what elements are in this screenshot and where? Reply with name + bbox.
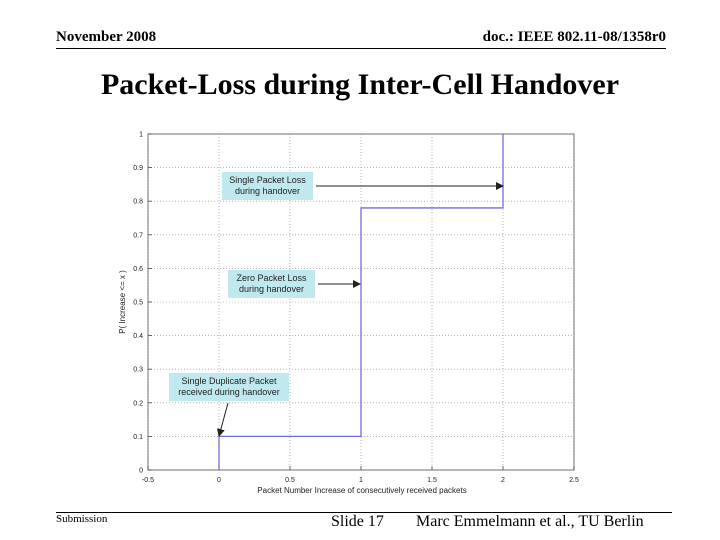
y-tick-label: 0 [139, 468, 143, 475]
x-tick-label: -0.5 [142, 477, 154, 484]
footer-submission: Submission [56, 513, 108, 525]
x-tick-label: 2.5 [569, 477, 579, 484]
annotation-text: during handover [235, 186, 300, 196]
y-axis-label: P( Increase <= x ) [118, 270, 127, 334]
annotation-text: received during handover [178, 387, 280, 397]
annotation-box [169, 373, 289, 401]
cdf-line [218, 134, 504, 470]
y-tick-label: 0.4 [133, 333, 143, 340]
header-doc-id: doc.: IEEE 802.11-08/1358r0 [482, 29, 666, 45]
x-tick-label: 0 [217, 477, 221, 484]
x-axis-label: Packet Number Increase of consecutively … [257, 486, 466, 495]
x-tick-label: 1.5 [427, 477, 437, 484]
footer-author: Marc Emmelmann et al., TU Berlin [416, 513, 644, 530]
header-date: November 2008 [56, 29, 157, 45]
x-tick-label: 1 [359, 477, 363, 484]
annotation-text: Single Packet Loss [229, 175, 306, 185]
y-tick-label: 0.2 [133, 400, 143, 407]
annotation-text: Zero Packet Loss [236, 273, 307, 283]
series-group [218, 134, 504, 470]
header-rule [56, 48, 666, 49]
footer-rule [56, 512, 672, 513]
y-tick-label: 0.5 [133, 300, 143, 307]
y-tick-label: 0.6 [133, 266, 143, 273]
annotation-box [228, 270, 315, 298]
x-tick-label: 0.5 [285, 477, 295, 484]
annotation-text: during handover [239, 284, 304, 294]
y-tick-label: 0.3 [133, 367, 143, 374]
y-tick-label: 0.1 [133, 434, 143, 441]
footer-slide-number: Slide 17 [331, 513, 384, 530]
y-tick-label: 0.8 [133, 199, 143, 206]
annotation-arrow [216, 402, 229, 437]
x-tick-label: 2 [501, 477, 505, 484]
annotation-text: Single Duplicate Packet [181, 376, 277, 386]
tick-labels: -0.5 0 0.5 1 1.5 2 2.5 0 0.1 0.2 0.3 0.4 0.5 0.6 0.7 0.… [133, 132, 579, 485]
slide-title: Packet-Loss during Inter-Cell Handover [100, 68, 620, 101]
y-tick-label: 0.9 [133, 165, 143, 172]
y-tick-label: 0.7 [133, 232, 143, 239]
annotation-box [222, 172, 313, 200]
y-tick-label: 1 [139, 132, 143, 139]
